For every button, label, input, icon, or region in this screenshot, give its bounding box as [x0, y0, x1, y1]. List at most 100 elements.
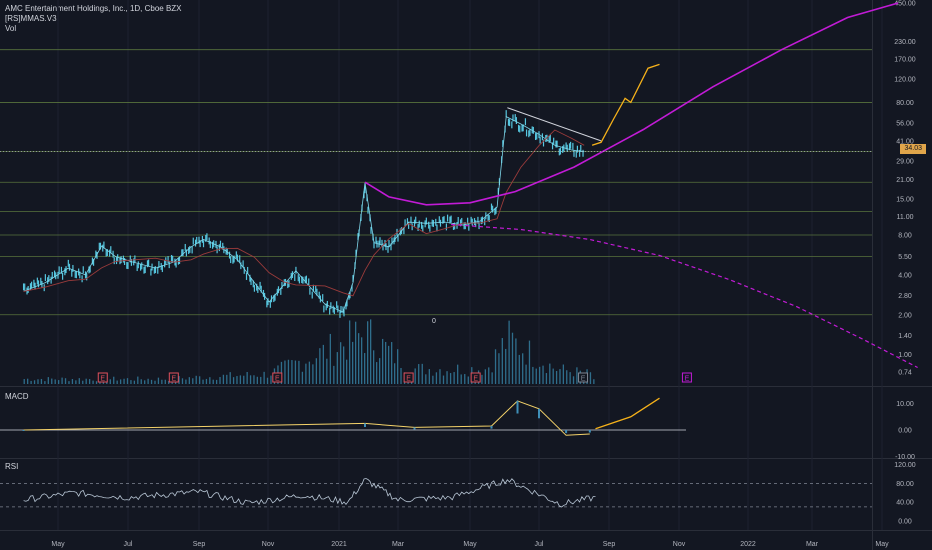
volume-bar — [37, 379, 39, 384]
volume-bar — [501, 338, 503, 384]
volume-bar — [484, 369, 487, 384]
volume-bar — [576, 367, 578, 384]
volume-bar — [157, 377, 160, 384]
macd-histogram-bar — [22, 430, 25, 431]
volume-bar — [246, 371, 248, 384]
volume-bar — [130, 380, 132, 384]
volume-bar — [566, 370, 568, 384]
time-axis-tick-label: Nov — [262, 541, 275, 548]
volume-bar — [542, 365, 544, 384]
price-axis-tick-label: 41.00 — [896, 138, 914, 145]
volume-bar — [195, 375, 197, 384]
volume-bar — [355, 321, 357, 384]
indicator-label[interactable]: [RS]MMAS.V3 — [5, 14, 57, 23]
volume-bar — [126, 378, 129, 384]
volume-bar — [394, 363, 396, 384]
volume-bar — [522, 353, 524, 384]
volume-bar — [467, 376, 469, 384]
macd-forecast-path[interactable] — [595, 397, 660, 430]
earnings-marker[interactable] — [97, 372, 108, 383]
volume-bar — [539, 366, 541, 384]
volume-bar — [373, 350, 375, 384]
volume-bar — [113, 376, 115, 384]
volume-bar — [346, 359, 348, 384]
time-axis-tick-label: Mar — [392, 541, 405, 548]
macd-histogram-bar — [490, 426, 493, 429]
volume-bar — [535, 368, 537, 384]
volume-bar — [491, 372, 493, 384]
volume-bar — [367, 321, 369, 384]
volume-bar — [178, 376, 180, 384]
earnings-marker[interactable] — [578, 372, 589, 383]
volume-bar — [219, 377, 221, 384]
earnings-marker[interactable] — [168, 372, 179, 383]
wedge-upper-line[interactable] — [507, 107, 602, 142]
volume-bar — [181, 378, 184, 384]
volume-bar — [119, 379, 122, 384]
price-axis-tick-label: 1.00 — [898, 352, 912, 359]
volume-label[interactable]: Vol — [5, 24, 17, 33]
macd-histogram-bar — [364, 423, 366, 428]
price-axis-tick-label: 450.00 — [894, 1, 916, 8]
price-axis-tick-label: 56.00 — [896, 120, 914, 127]
volume-bar — [287, 359, 290, 384]
earnings-marker-label: E — [406, 376, 411, 383]
volume-bar — [260, 376, 262, 384]
volume-bar — [488, 367, 490, 384]
rsi-axis-tick-label: 40.00 — [896, 500, 914, 507]
volume-bar — [68, 381, 70, 384]
symbol-title[interactable]: AMC Entertainment Holdings, Inc., 1D, Cb… — [5, 4, 182, 13]
earnings-marker-label: E — [275, 376, 280, 383]
volume-bar — [397, 349, 399, 384]
rsi-pane-label[interactable]: RSI — [5, 462, 19, 471]
volume-bar — [192, 378, 194, 384]
volume-bar — [464, 374, 466, 384]
volume-bar — [312, 364, 314, 384]
time-axis-tick-label: Jul — [535, 541, 544, 548]
time-axis-tick-label: 2022 — [740, 541, 756, 548]
volume-bar — [589, 372, 592, 384]
time-axis-tick-label: Mar — [806, 541, 819, 548]
macd-pane-label[interactable]: MACD — [5, 392, 29, 401]
volume-bar — [593, 379, 595, 384]
volume-bar — [549, 363, 551, 384]
support-curve-dashed[interactable] — [451, 223, 918, 369]
volume-bar — [481, 374, 483, 384]
volume-bar — [545, 373, 548, 384]
time-axis-tick-label: May — [51, 541, 65, 548]
volume-bar — [205, 378, 208, 384]
forecast-path[interactable] — [591, 63, 660, 146]
earnings-marker[interactable] — [403, 372, 414, 383]
earnings-marker-label: E — [473, 376, 478, 383]
earnings-marker[interactable] — [470, 372, 481, 383]
volume-bar — [33, 380, 36, 384]
earnings-marker[interactable] — [681, 372, 692, 383]
price-axis-tick-label: 29.00 — [896, 158, 914, 165]
volume-bar — [40, 378, 43, 384]
volume-bar — [552, 368, 554, 384]
price-axis-tick-label: 8.00 — [898, 232, 912, 239]
volume-bar — [382, 338, 384, 384]
volume-bar — [340, 342, 342, 384]
time-axis-tick-label: Sep — [193, 541, 206, 548]
volume-bar — [349, 320, 351, 384]
macd-histogram-bar — [565, 430, 568, 434]
volume-bar — [92, 380, 94, 384]
volume-bar — [123, 378, 125, 384]
volume-bar — [352, 341, 354, 384]
time-axis-tick-label: Sep — [603, 541, 616, 548]
trend-curve[interactable] — [364, 2, 899, 206]
volume-bar — [188, 377, 190, 384]
volume-bar — [388, 345, 390, 384]
volume-bar — [336, 352, 338, 384]
volume-bar — [361, 337, 363, 384]
volume-bar — [202, 379, 204, 384]
volume-bar — [78, 378, 80, 384]
volume-bar — [47, 377, 49, 384]
earnings-marker[interactable] — [272, 372, 283, 383]
time-axis-tick-label: Jul — [124, 541, 133, 548]
volume-bar — [54, 379, 56, 384]
volume-bar — [532, 366, 534, 384]
volume-bar — [75, 380, 77, 384]
